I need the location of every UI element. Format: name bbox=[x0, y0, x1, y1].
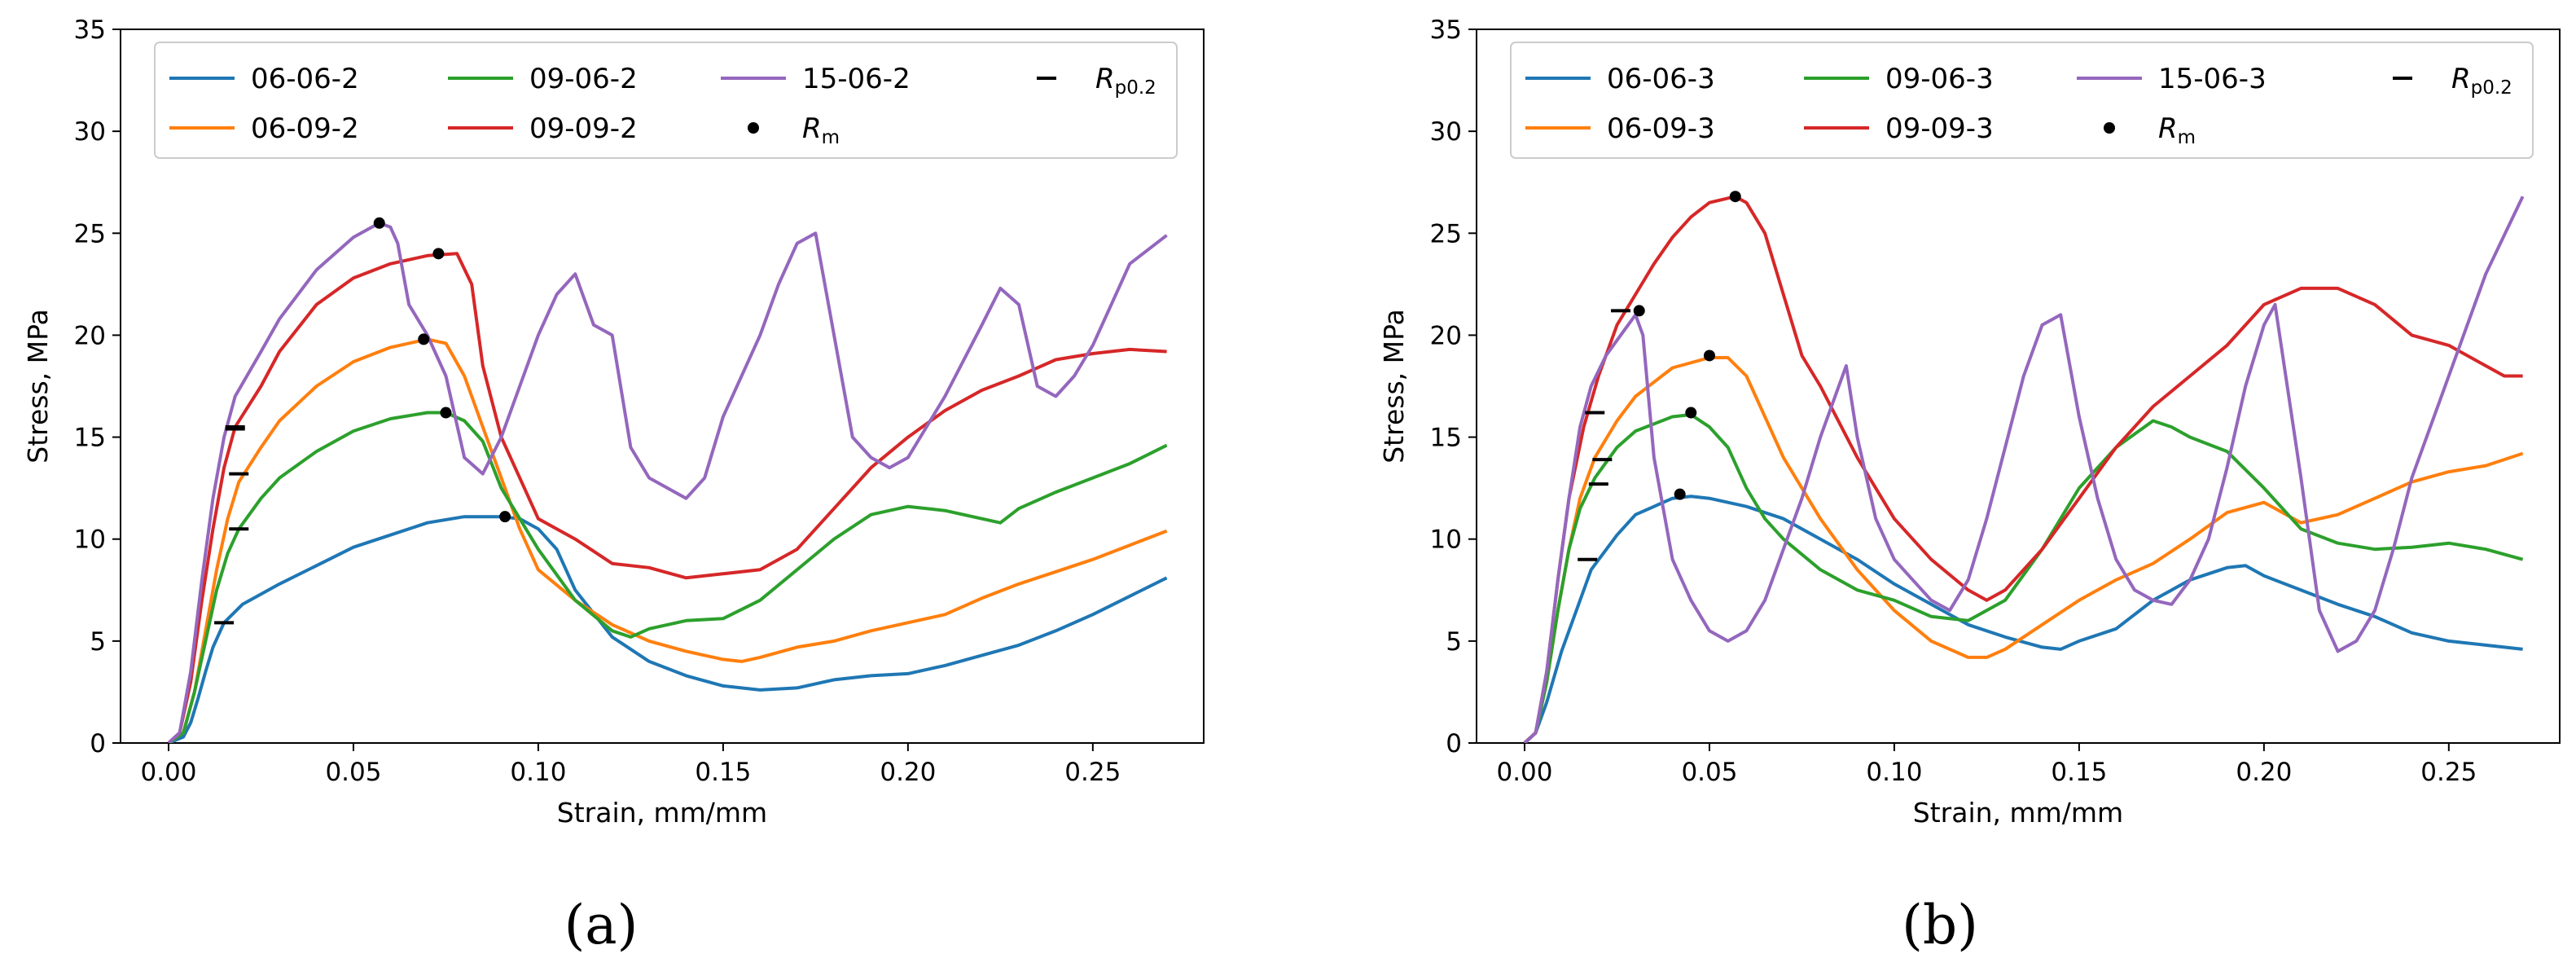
panel-label: (a) bbox=[564, 894, 639, 956]
legend-label: 06-09-3 bbox=[1607, 112, 1715, 145]
y-tick-label: 10 bbox=[74, 525, 106, 555]
x-axis-label: Strain, mm/mm bbox=[1913, 797, 2123, 829]
y-tick-label: 10 bbox=[1430, 525, 1462, 555]
y-tick-label: 35 bbox=[1430, 15, 1462, 45]
rm-marker-06-09-3 bbox=[1703, 350, 1715, 362]
x-tick-label: 0.05 bbox=[325, 758, 381, 787]
legend-label: 15-06-2 bbox=[802, 63, 911, 95]
legend-label: Rp0.2 bbox=[2451, 63, 2512, 99]
rm-marker-09-06-2 bbox=[440, 407, 452, 419]
plot-frame bbox=[120, 29, 1205, 744]
legend-label: Rp0.2 bbox=[1095, 63, 1156, 99]
y-tick-label: 30 bbox=[1430, 117, 1462, 147]
series-line-06-06-2 bbox=[168, 515, 1168, 743]
panel-label: (b) bbox=[1902, 894, 1978, 956]
rm-marker-06-06-2 bbox=[499, 511, 511, 523]
y-tick-label: 0 bbox=[90, 729, 106, 758]
x-tick-label: 0.05 bbox=[1681, 758, 1737, 787]
y-tick-label: 5 bbox=[90, 627, 106, 657]
series-line-06-09-2 bbox=[167, 337, 1168, 743]
rm-marker-06-06-3 bbox=[1674, 488, 1686, 500]
series-line-09-06-3 bbox=[1523, 413, 2524, 743]
y-tick-label: 15 bbox=[1430, 424, 1462, 453]
legend-swatch-rm bbox=[2104, 122, 2115, 134]
rm-marker-06-09-2 bbox=[418, 333, 430, 345]
plot-area bbox=[167, 221, 1168, 743]
series-line-09-09-2 bbox=[167, 252, 1167, 743]
x-tick-label: 0.25 bbox=[2420, 758, 2477, 787]
legend-label: 06-06-2 bbox=[251, 63, 359, 95]
y-axis-label: Stress, MPa bbox=[1378, 309, 1410, 464]
series-line-09-09-3 bbox=[1523, 195, 2523, 743]
legend-label: 09-06-3 bbox=[1885, 63, 1994, 95]
series-line-15-06-3 bbox=[1523, 196, 2525, 743]
x-tick-label: 0.15 bbox=[2051, 758, 2107, 787]
legend-label: 15-06-3 bbox=[2158, 63, 2267, 95]
x-tick-label: 0.20 bbox=[2236, 758, 2292, 787]
x-tick-label: 0.00 bbox=[140, 758, 196, 787]
plot-frame bbox=[1476, 29, 2561, 744]
legend-label: Rm bbox=[2158, 112, 2196, 148]
y-tick-label: 15 bbox=[74, 424, 106, 453]
legend-box bbox=[154, 42, 1178, 159]
plot-area bbox=[1523, 195, 2525, 743]
rm-marker-09-06-3 bbox=[1685, 407, 1697, 419]
series-line-06-06-3 bbox=[1523, 495, 2523, 743]
x-tick-label: 0.00 bbox=[1496, 758, 1552, 787]
y-tick-label: 5 bbox=[1446, 627, 1462, 657]
x-tick-label: 0.10 bbox=[1866, 758, 1922, 787]
rm-marker-15-06-3 bbox=[1633, 305, 1645, 317]
rm-marker-09-09-2 bbox=[432, 248, 445, 260]
y-tick-label: 20 bbox=[74, 321, 106, 350]
y-tick-label: 20 bbox=[1430, 321, 1462, 350]
series-line-09-06-2 bbox=[167, 411, 1168, 743]
legend-label: Rm bbox=[802, 112, 840, 148]
legend-label: 09-09-2 bbox=[529, 112, 638, 145]
panel-a: 0.00 0.05 0.10 0.15 0.20 0.25 0 5 10 15 20 25 30 35 St… bbox=[22, 15, 1205, 956]
legend: 06-06-3 06-09-3 09-06-3 09-09-3 15-06-3 Rm Rp0… bbox=[1510, 42, 2534, 159]
series-line-15-06-2 bbox=[167, 221, 1168, 743]
x-tick-label: 0.25 bbox=[1064, 758, 1121, 787]
x-tick-label: 0.20 bbox=[880, 758, 936, 787]
x-axis-label: Strain, mm/mm bbox=[557, 797, 767, 829]
rm-marker-15-06-2 bbox=[373, 217, 385, 229]
panel-b: 0.00 0.05 0.10 0.15 0.20 0.25 0 5 10 15 20 25 30 35 St… bbox=[1378, 15, 2561, 956]
x-tick-label: 0.10 bbox=[510, 758, 566, 787]
x-tick-label: 0.15 bbox=[695, 758, 751, 787]
y-axis-label: Stress, MPa bbox=[22, 309, 54, 464]
legend-label: 09-06-2 bbox=[529, 63, 638, 95]
y-tick-label: 25 bbox=[74, 219, 106, 248]
y-tick-label: 25 bbox=[1430, 219, 1462, 248]
legend-label: 06-06-3 bbox=[1607, 63, 1715, 95]
legend-label: 09-09-3 bbox=[1885, 112, 1994, 145]
legend: 06-06-2 06-09-2 09-06-2 09-09-2 15-06-2 Rm Rp0… bbox=[154, 42, 1178, 159]
legend-box bbox=[1510, 42, 2534, 159]
legend-swatch-rm bbox=[748, 122, 759, 134]
legend-label: 06-09-2 bbox=[251, 112, 359, 145]
rm-marker-09-09-3 bbox=[1729, 191, 1741, 203]
y-tick-label: 35 bbox=[74, 15, 106, 45]
y-tick-label: 30 bbox=[74, 117, 106, 147]
y-tick-label: 0 bbox=[1446, 729, 1462, 758]
